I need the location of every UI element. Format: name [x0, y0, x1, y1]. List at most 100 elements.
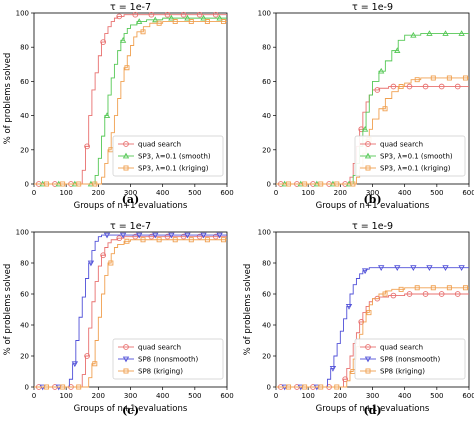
- legend-label: SP8 (kriging): [138, 368, 183, 376]
- data-point: [119, 37, 127, 43]
- data-point: [44, 384, 50, 390]
- x-tick-label: 0: [32, 392, 36, 400]
- data-point: [164, 11, 171, 18]
- data-point: [430, 285, 436, 291]
- x-tick-label: 300: [124, 392, 137, 400]
- legend-label: SP8 (nonsmooth): [380, 356, 440, 364]
- data-point: [286, 384, 292, 390]
- legend-box: [112, 135, 224, 177]
- x-tick-label: 100: [59, 189, 72, 197]
- data-point: [116, 235, 123, 242]
- data-point: [442, 265, 449, 271]
- series-line: [34, 236, 227, 388]
- data-point: [180, 233, 187, 240]
- legend-box: [112, 338, 224, 380]
- data-point: [390, 83, 397, 90]
- y-tick-label: 20: [20, 353, 29, 361]
- data-point: [318, 181, 324, 187]
- data-point: [140, 29, 146, 35]
- legend-label: SP3, λ=0.1 (smooth): [138, 153, 211, 161]
- data-point: [156, 237, 162, 243]
- y-tick-label: 0: [267, 384, 271, 392]
- data-point: [196, 233, 203, 240]
- data-point: [406, 291, 413, 297]
- x-tick-label: 600: [462, 189, 474, 197]
- plot-title: τ = 1e-9: [352, 2, 393, 13]
- y-tick-label: 40: [20, 322, 29, 330]
- data-point: [84, 143, 90, 150]
- x-tick-label: 600: [220, 392, 233, 400]
- data-point: [71, 361, 79, 368]
- legend-label: quad search: [138, 141, 181, 149]
- data-point: [76, 384, 82, 390]
- legend-item: SP3, λ=0.1 (smooth): [118, 153, 211, 161]
- x-tick-label: 200: [92, 392, 105, 400]
- plot-title: τ = 1e-7: [110, 2, 151, 13]
- data-point: [172, 19, 178, 25]
- plot-title: τ = 1e-7: [110, 221, 151, 232]
- data-point: [164, 233, 171, 240]
- x-tick-label: 500: [430, 392, 443, 400]
- legend-label: quad search: [380, 141, 423, 149]
- series-1: [34, 232, 227, 391]
- legend-item: quad search: [360, 344, 423, 352]
- x-tick-label: 200: [92, 189, 105, 197]
- panel-b: 0 100 200 300 400 500 600 0 20 40 60 80 100 τ = 1e-9 G…: [258, 2, 474, 211]
- data-point: [361, 125, 369, 132]
- data-point: [458, 30, 465, 36]
- data-point: [286, 181, 292, 187]
- legend-item: SP8 (kriging): [360, 368, 425, 376]
- legend: quad search SP3, λ=0.1 (smooth) SP3, λ=0.1…: [112, 135, 224, 177]
- y-axis-label: % of problems solved: [243, 264, 253, 356]
- x-tick-label: 0: [274, 392, 278, 400]
- data-point: [184, 14, 191, 21]
- x-axis-label: Groups of n+1 evaluations: [74, 201, 188, 211]
- data-point: [92, 181, 98, 187]
- data-point: [180, 11, 187, 18]
- series-1: [34, 14, 227, 187]
- legend-marker: [365, 141, 371, 147]
- data-point: [148, 11, 155, 18]
- y-tick-label: 80: [20, 44, 29, 52]
- data-point: [108, 260, 114, 266]
- y-tick-label: 80: [262, 44, 271, 52]
- data-point: [220, 237, 226, 243]
- data-point: [374, 87, 381, 93]
- data-point: [196, 11, 203, 18]
- x-tick-label: 300: [366, 189, 379, 197]
- data-point: [350, 181, 356, 187]
- subfigure-caption: (b): [363, 193, 381, 206]
- data-point: [410, 265, 417, 271]
- data-point: [92, 361, 98, 367]
- data-point: [378, 265, 385, 271]
- data-point: [184, 232, 191, 239]
- data-point: [220, 19, 226, 25]
- data-point: [60, 384, 66, 390]
- data-point: [204, 237, 210, 243]
- data-point: [454, 291, 461, 297]
- legend-marker: [122, 356, 130, 363]
- data-point: [454, 83, 461, 90]
- data-point: [103, 232, 111, 239]
- data-point: [414, 285, 420, 291]
- subfigure-caption: (c): [122, 404, 139, 417]
- legend-marker: [122, 152, 130, 159]
- data-point: [458, 265, 465, 271]
- x-axis-label: Groups of n+1 evaluations: [316, 201, 430, 211]
- x-tick-label: 100: [301, 189, 314, 197]
- legend-marker: [123, 165, 129, 171]
- data-point: [426, 265, 433, 271]
- x-tick-label: 100: [301, 392, 314, 400]
- data-point: [414, 77, 420, 83]
- data-point: [442, 30, 449, 36]
- y-tick-label: 100: [258, 229, 271, 237]
- x-tick-label: 400: [156, 189, 169, 197]
- data-point: [446, 75, 452, 81]
- y-tick-label: 40: [20, 112, 29, 120]
- y-tick-label: 20: [262, 353, 271, 361]
- y-tick-label: 0: [25, 181, 29, 189]
- x-tick-label: 500: [188, 189, 201, 197]
- x-axis-label: Groups of n+1 evaluations: [316, 404, 430, 414]
- legend-box: [354, 135, 466, 177]
- x-tick-label: 200: [334, 392, 347, 400]
